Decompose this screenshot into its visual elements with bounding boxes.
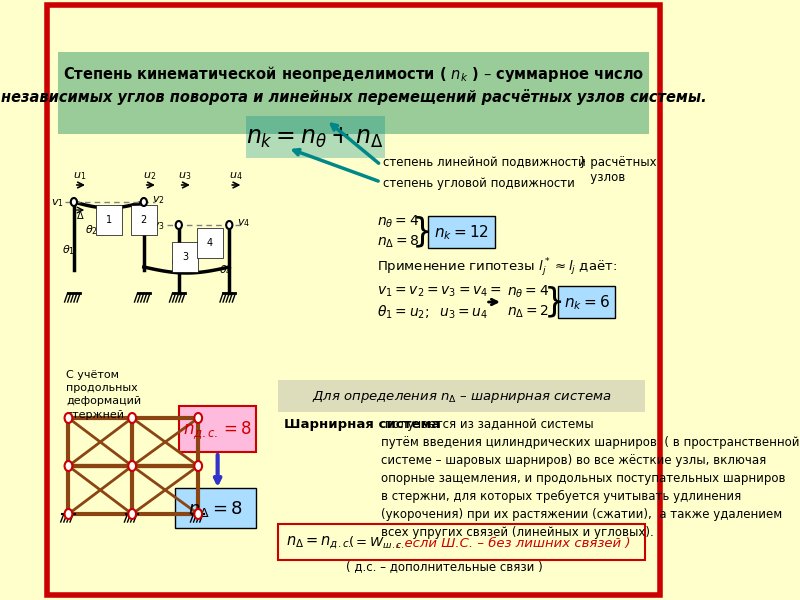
Text: $\Delta$: $\Delta$ <box>76 209 85 221</box>
Text: $n_{д.с.} = 8$: $n_{д.с.} = 8$ <box>183 419 252 441</box>
Text: Шарнирная система: Шарнирная система <box>284 418 440 431</box>
Circle shape <box>128 413 136 423</box>
Text: $v_1 = v_2 = v_3 = v_4 =$: $v_1 = v_2 = v_3 = v_4 =$ <box>377 285 502 299</box>
Text: $\theta_3$: $\theta_3$ <box>170 255 184 269</box>
Text: }: } <box>543 286 565 319</box>
Text: Применение гипотезы $l_j^* \approx l_j$ даёт:: Применение гипотезы $l_j^* \approx l_j$ … <box>377 257 617 279</box>
Text: Степень кинематической неопределимости ( $n_k$ ) – суммарное число: Степень кинематической неопределимости (… <box>63 64 644 84</box>
Text: $u_4$: $u_4$ <box>229 170 242 182</box>
FancyBboxPatch shape <box>428 216 495 248</box>
Text: С учётом
продольных
деформаций
стержней: С учётом продольных деформаций стержней <box>66 370 142 419</box>
Text: , если Ш.С. – без лишних связей ): , если Ш.С. – без лишних связей ) <box>396 536 631 550</box>
Text: $v_3$: $v_3$ <box>152 220 165 232</box>
Circle shape <box>65 509 72 519</box>
Circle shape <box>70 198 77 206</box>
Text: $v_2$: $v_2$ <box>151 194 164 206</box>
Text: $\theta_2$: $\theta_2$ <box>86 223 98 237</box>
Text: $n_\Delta = n_{д.с.}$: $n_\Delta = n_{д.с.}$ <box>286 535 352 551</box>
Text: степень угловой подвижности: степень угловой подвижности <box>383 176 575 190</box>
Text: $v_4$: $v_4$ <box>237 217 250 229</box>
Text: $u_1$: $u_1$ <box>74 170 86 182</box>
Text: $\theta_1$: $\theta_1$ <box>62 243 75 257</box>
Text: $n_\Delta = 2$: $n_\Delta = 2$ <box>507 304 550 320</box>
Circle shape <box>128 509 136 519</box>
Text: Для определения $n_\Delta$ – шарнирная система: Для определения $n_\Delta$ – шарнирная с… <box>312 389 611 405</box>
FancyBboxPatch shape <box>558 286 615 318</box>
Text: $\theta_4$: $\theta_4$ <box>218 263 232 277</box>
Text: 3: 3 <box>182 252 188 262</box>
Text: $u_3$: $u_3$ <box>178 170 192 182</box>
Text: получается из заданной системы
путём введения цилиндрических шарниров  ( в прост: получается из заданной системы путём вве… <box>381 418 799 539</box>
Text: $n_k = 6$: $n_k = 6$ <box>564 293 610 313</box>
Circle shape <box>226 221 232 229</box>
Text: } расчётных
   узлов: } расчётных узлов <box>579 156 657 184</box>
FancyBboxPatch shape <box>178 406 256 452</box>
Circle shape <box>65 413 72 423</box>
FancyBboxPatch shape <box>58 52 649 134</box>
Circle shape <box>65 461 72 471</box>
Circle shape <box>128 461 136 471</box>
FancyBboxPatch shape <box>246 116 385 158</box>
Text: ( д.с. – дополнительные связи ): ( д.с. – дополнительные связи ) <box>346 560 542 574</box>
Circle shape <box>176 221 182 229</box>
Text: }: } <box>411 215 433 248</box>
Text: независимых углов поворота и линейных перемещений расчётных узлов системы.: независимых углов поворота и линейных пе… <box>1 89 706 105</box>
FancyBboxPatch shape <box>278 524 645 560</box>
Text: $n_k = 12$: $n_k = 12$ <box>434 224 489 242</box>
Text: степень линейной подвижности: степень линейной подвижности <box>383 157 586 169</box>
Circle shape <box>141 198 147 206</box>
Text: $( = W_{ш.с.}$: $( = W_{ш.с.}$ <box>348 535 405 551</box>
Text: $v_1$: $v_1$ <box>51 197 64 209</box>
Text: 2: 2 <box>141 215 147 225</box>
FancyBboxPatch shape <box>175 488 256 528</box>
FancyBboxPatch shape <box>278 380 645 412</box>
Text: $\theta_1 = u_2 ;\;\; u_3 = u_4$: $\theta_1 = u_2 ;\;\; u_3 = u_4$ <box>377 304 488 320</box>
Text: $n_\Delta = 8$: $n_\Delta = 8$ <box>188 499 242 519</box>
Text: $n_\theta = 4$: $n_\theta = 4$ <box>377 214 419 230</box>
Text: $n_k = n_\theta + n_\Delta$: $n_k = n_\theta + n_\Delta$ <box>246 126 383 150</box>
Circle shape <box>194 461 202 471</box>
Circle shape <box>194 509 202 519</box>
Text: 1: 1 <box>106 215 112 225</box>
Text: $u_2$: $u_2$ <box>143 170 157 182</box>
Text: 4: 4 <box>206 238 213 248</box>
Text: $n_\Delta = 8$: $n_\Delta = 8$ <box>377 234 420 250</box>
Text: $n_\theta = 4$: $n_\theta = 4$ <box>507 284 550 300</box>
FancyBboxPatch shape <box>46 5 661 595</box>
Circle shape <box>194 413 202 423</box>
